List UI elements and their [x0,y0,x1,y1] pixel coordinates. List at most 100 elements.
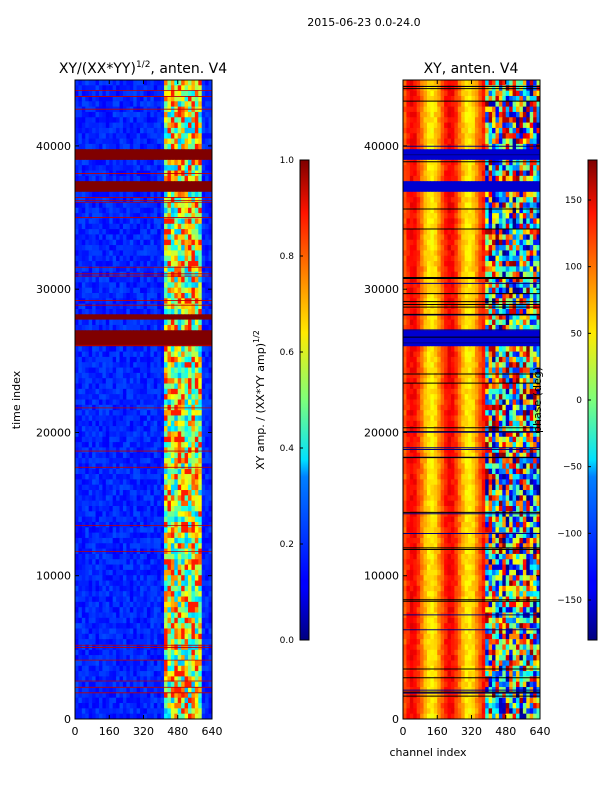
left-heatmap-cell [181,111,186,118]
left-heatmap-cell [122,537,127,544]
left-heatmap-cell [133,553,138,560]
left-heatmap-cell [102,346,107,353]
left-heatmap-cell [205,676,210,683]
left-heatmap-cell [85,218,90,225]
left-heatmap-cell [164,186,169,193]
left-heatmap-cell [112,617,117,624]
left-heatmap-cell [109,575,114,582]
left-heatmap-cell [95,154,100,161]
left-heatmap-cell [88,308,93,315]
left-heatmap-cell [88,447,93,454]
left-heatmap-cell [122,266,127,273]
left-heatmap-cell [109,665,114,672]
left-heatmap-cell [181,687,186,693]
left-heatmap-cell [133,330,138,337]
left-heatmap-cell [95,692,100,699]
left-heatmap-cell [191,234,196,241]
left-heatmap-cell [116,612,121,619]
left-heatmap-cell [177,186,182,193]
left-heatmap-cell [150,543,155,550]
left-heatmap-cell [188,639,193,646]
left-heatmap-cell [116,410,121,417]
left-heatmap-cell [92,431,97,438]
left-heatmap-cell [208,324,212,331]
left-heatmap-cell [146,426,151,433]
left-heatmap-cell [81,303,86,310]
left-heatmap-cell [105,500,110,507]
left-heatmap-cell [157,553,162,560]
left-heatmap-cell [177,213,182,220]
left-heatmap-cell [153,410,158,417]
left-heatmap-cell [98,575,103,582]
left-heatmap-cell [170,90,175,97]
left-heatmap-cell [184,245,189,251]
left-heatmap-cell [102,426,107,433]
left-heatmap-cell [143,463,148,470]
left-colorbar-label-main: XY amp. / (XX*YY amp) [254,343,267,470]
left-heatmap-cell [174,703,179,709]
left-heatmap-cell [164,165,169,172]
left-heatmap-cell [188,426,193,433]
left-heatmap-cell [126,207,131,214]
left-heatmap-cell [205,378,210,385]
left-heatmap-cell [116,234,121,241]
left-heatmap-cell [174,138,179,145]
left-heatmap-cell [126,378,131,385]
left-heatmap-cell [191,245,196,251]
left-heatmap-cell [122,431,127,438]
left-heatmap-cell [122,324,127,331]
left-heatmap-cell [208,362,212,369]
left-heatmap-cell [119,213,124,220]
left-heatmap-cell [112,399,117,406]
left-heatmap-cell [167,346,172,353]
left-heatmap-cell [126,159,131,166]
left-heatmap-cell [208,330,212,337]
left-heatmap-cell [140,149,145,156]
left-heatmap-cell [170,303,175,310]
left-heatmap-cell [194,703,199,709]
left-heatmap-cell [157,703,162,709]
left-heatmap-cell [143,575,148,582]
left-heatmap-cell [112,282,117,289]
left-heatmap-cell [81,660,86,667]
left-heatmap-cell [160,181,165,188]
left-heatmap-cell [191,703,196,709]
left-heatmap-cell [160,90,165,97]
left-heatmap-cell [181,218,186,225]
left-heatmap-cell [119,623,124,630]
left-heatmap-cell [136,410,141,417]
left-heatmap-cell [167,95,172,102]
left-heatmap-cell [116,80,121,86]
left-heatmap-cell [177,346,182,353]
left-heatmap-cell [157,500,162,507]
left-heatmap-cell [133,431,138,438]
left-heatmap-cell [201,639,206,646]
left-heatmap-cell [194,649,199,656]
left-heatmap-cell [170,223,175,230]
left-heatmap-cell [92,261,97,267]
left-heatmap-cell [150,367,155,374]
left-heatmap-cell [164,420,169,427]
left-heatmap-cell [85,319,90,326]
left-heatmap-cell [119,617,124,624]
left-heatmap-cell [133,639,138,646]
left-heatmap-cell [150,580,155,587]
left-heatmap-cell [95,410,100,417]
left-heatmap-cell [98,681,103,688]
left-heatmap-cell [102,628,107,635]
left-heatmap-cell [133,154,138,161]
left-heatmap-cell [208,197,212,204]
left-heatmap-cell [136,639,141,646]
left-heatmap-cell [112,458,117,464]
left-heatmap-cell [126,713,131,719]
left-heatmap-cell [105,303,110,310]
left-heatmap-cell [167,330,172,337]
left-heatmap-cell [160,271,165,278]
left-heatmap-cell [98,255,103,262]
left-heatmap-cell [205,330,210,337]
left-heatmap-cell [81,80,86,86]
left-heatmap-cell [95,324,100,331]
left-heatmap-cell [109,181,114,188]
left-heatmap-cell [164,255,169,262]
left-heatmap-cell [140,564,145,571]
